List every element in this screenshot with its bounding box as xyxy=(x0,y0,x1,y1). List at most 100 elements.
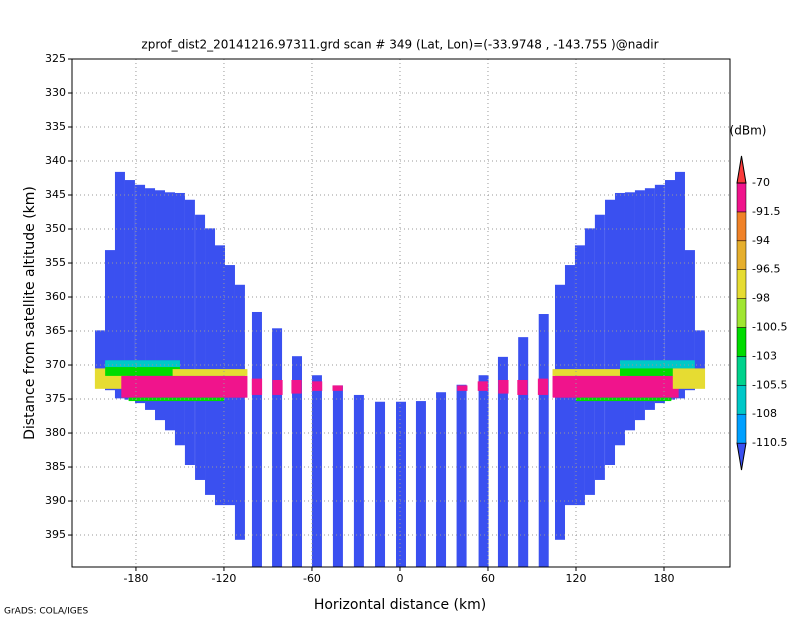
colorbar-segment xyxy=(736,356,747,386)
y-tick-label: 350 xyxy=(45,222,66,235)
y-tick-label: 355 xyxy=(45,256,66,269)
reflectivity-cell xyxy=(272,379,283,395)
reflectivity-cell xyxy=(537,378,549,395)
colorbar-tick-label: -98 xyxy=(752,292,770,305)
x-axis-label: Horizontal distance (km) xyxy=(314,597,486,613)
y-tick-label: 360 xyxy=(45,290,66,303)
reflectivity-cell xyxy=(552,369,628,376)
reflectivity-cell xyxy=(552,375,679,398)
beam-column xyxy=(634,190,645,421)
beam-column xyxy=(205,228,216,495)
colorbar-segment xyxy=(736,269,747,299)
beam-column xyxy=(674,171,685,399)
colorbar-tick-label: -96.5 xyxy=(752,263,780,276)
y-tick-label: 390 xyxy=(45,494,66,507)
x-tick-label: 60 xyxy=(481,572,495,585)
reflectivity-cell xyxy=(477,381,488,391)
beam-column xyxy=(415,401,426,567)
y-tick-label: 345 xyxy=(45,188,66,201)
reflectivity-cell xyxy=(121,375,248,398)
reflectivity-cell xyxy=(311,381,323,391)
colorbar-segment xyxy=(736,240,747,270)
colorbar-tick-label: -103 xyxy=(752,349,777,362)
beam-column xyxy=(436,392,447,567)
beam-column xyxy=(614,192,625,446)
reflectivity-cell xyxy=(498,379,509,394)
beam-column xyxy=(654,184,665,404)
beam-column xyxy=(684,250,695,391)
reflectivity-cell xyxy=(105,360,180,369)
beam-column xyxy=(478,375,489,567)
beam-column xyxy=(155,190,166,421)
x-tick-label: -60 xyxy=(303,572,321,585)
reflectivity-cell xyxy=(619,367,695,376)
y-tick-label: 370 xyxy=(45,358,66,371)
beam-column xyxy=(164,192,175,431)
beam-column xyxy=(135,184,146,404)
beam-column xyxy=(456,384,467,567)
y-tick-label: 380 xyxy=(45,426,66,439)
x-tick-label: 0 xyxy=(396,572,403,585)
colorbar-segment xyxy=(736,211,747,242)
y-tick-label: 395 xyxy=(45,528,66,541)
reflectivity-cell xyxy=(517,379,528,395)
reflectivity-cell xyxy=(291,379,302,394)
beam-column xyxy=(251,311,262,567)
beam-column xyxy=(145,188,156,410)
beam-column xyxy=(292,356,303,567)
colorbar-segment xyxy=(736,182,747,213)
colorbar-arrow-high xyxy=(736,155,747,184)
beam-column xyxy=(497,356,508,567)
reflectivity-cell xyxy=(105,367,180,376)
beam-column xyxy=(605,199,616,465)
beam-column xyxy=(174,192,185,446)
x-tick-label: -120 xyxy=(211,572,236,585)
colorbar-segment xyxy=(736,385,747,415)
beam-column xyxy=(594,214,605,480)
beam-column xyxy=(396,401,406,567)
reflectivity-cell xyxy=(251,378,263,395)
beam-column xyxy=(353,394,364,567)
beam-column xyxy=(538,314,549,567)
beam-column xyxy=(554,284,565,540)
colorbar-label: (dBm) xyxy=(730,124,767,138)
beam-column xyxy=(375,401,386,567)
y-tick-label: 325 xyxy=(45,52,66,65)
colorbar-segment xyxy=(736,327,747,357)
beam-column xyxy=(272,328,283,567)
beam-column xyxy=(584,228,595,495)
reflectivity-cell xyxy=(332,385,343,391)
beam-column xyxy=(644,188,655,410)
y-tick-label: 340 xyxy=(45,154,66,167)
reflectivity-cell xyxy=(575,397,672,402)
x-tick-label: -180 xyxy=(123,572,148,585)
beam-column xyxy=(665,180,676,400)
colorbar-tick-label: -100.5 xyxy=(752,321,787,334)
y-tick-label: 335 xyxy=(45,120,66,133)
y-tick-label: 330 xyxy=(45,86,66,99)
x-tick-label: 120 xyxy=(565,572,586,585)
beam-column xyxy=(311,375,322,567)
colorbar-tick-label: -91.5 xyxy=(752,205,780,218)
beam-column xyxy=(518,337,529,567)
colorbar-tick-label: -110.5 xyxy=(752,436,787,449)
colorbar-segment xyxy=(736,298,747,328)
x-tick-label: 180 xyxy=(653,572,674,585)
reflectivity-cell xyxy=(457,385,468,391)
colorbar-tick-label: -108 xyxy=(752,407,777,420)
reflectivity-cell xyxy=(172,369,248,376)
beam-column xyxy=(234,284,245,540)
colorbar-segment xyxy=(736,413,747,444)
credit: GrADS: COLA/IGES xyxy=(4,607,88,617)
y-tick-label: 375 xyxy=(45,392,66,405)
colorbar-tick-label: -105.5 xyxy=(752,378,787,391)
beam-column xyxy=(95,330,106,380)
beam-column xyxy=(184,199,195,465)
y-tick-label: 385 xyxy=(45,460,66,473)
reflectivity-cell xyxy=(672,368,706,389)
beam-column xyxy=(694,330,705,380)
beam-column xyxy=(114,171,125,399)
colorbar-tick-label: -70 xyxy=(752,176,770,189)
